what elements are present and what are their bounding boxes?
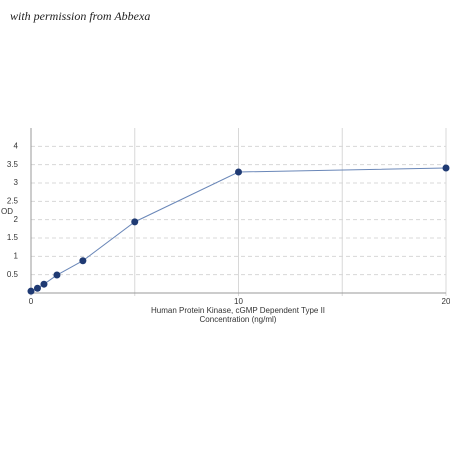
- data-point: [33, 284, 41, 292]
- data-point: [53, 271, 61, 279]
- data-point: [442, 164, 450, 172]
- x-axis-label: Human Protein Kinase, cGMP Dependent Typ…: [151, 306, 325, 315]
- data-point: [131, 218, 139, 226]
- data-point: [235, 168, 242, 176]
- y-tick-label: 2.5: [7, 196, 19, 205]
- y-tick-label: 3.5: [7, 160, 19, 169]
- y-tick-label: 0.5: [7, 270, 19, 279]
- y-tick-label: 1: [14, 251, 19, 260]
- y-tick-label: 2: [14, 215, 19, 224]
- x-axis-label: Concentration (ng/ml): [200, 315, 277, 324]
- data-point: [27, 287, 35, 295]
- data-point: [79, 257, 87, 265]
- x-tick-label: 20: [442, 297, 450, 306]
- data-point: [40, 280, 48, 288]
- x-tick-label: 0: [29, 297, 34, 306]
- x-tick-label: 10: [234, 297, 243, 306]
- watermark: with permission from Abbexa: [10, 9, 150, 23]
- y-tick-label: 1.5: [7, 233, 19, 242]
- y-axis-label: OD: [1, 207, 13, 216]
- y-tick-label: 3: [14, 178, 19, 187]
- y-tick-label: 4: [14, 141, 19, 150]
